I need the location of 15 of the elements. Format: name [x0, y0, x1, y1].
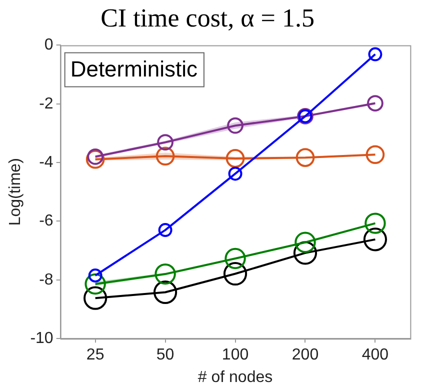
x-axis-title: # of nodes [198, 368, 273, 386]
chart-title: CI time cost, α = 1.5 [100, 3, 314, 32]
x-tick-label: 400 [362, 346, 389, 364]
y-tick-label: -6 [39, 212, 54, 230]
y-tick-label: -2 [39, 95, 54, 112]
x-tick-label: 200 [292, 346, 319, 364]
y-tick-label: -10 [30, 330, 54, 348]
annotation: Deterministic [70, 56, 198, 82]
y-axis-title: Log(time) [7, 158, 24, 226]
y-tick-label: 0 [44, 36, 54, 54]
y-tick-label: -8 [39, 271, 54, 288]
x-tick-label: 100 [222, 346, 249, 364]
x-tick-label: 25 [86, 346, 104, 364]
y-tick-label: -4 [39, 154, 54, 171]
x-tick-label: 50 [156, 346, 174, 364]
